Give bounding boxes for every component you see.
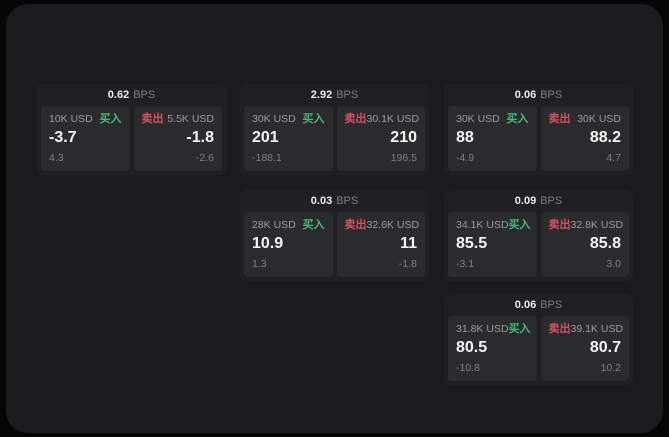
buy-panel[interactable]: 28K USD 买入 10.9 1.3 xyxy=(244,212,333,277)
card-header: 2.92 BPS xyxy=(240,84,429,106)
buy-amount: 30K USD xyxy=(252,113,296,125)
sell-price: -1.8 xyxy=(186,129,214,146)
buy-panel[interactable]: 34.1K USD 买入 85.5 -3.1 xyxy=(448,212,537,277)
card-header: 0.09 BPS xyxy=(444,190,633,212)
buy-side-label: 买入 xyxy=(302,113,325,125)
sell-sub-value: -1.8 xyxy=(398,258,417,270)
buy-side-label: 买入 xyxy=(506,113,529,125)
bps-value: 0.09 xyxy=(514,195,537,207)
buy-price: 80.5 xyxy=(456,339,488,356)
quote-card-6: 0.06 BPS 31.8K USD 买入 80.5 -10.8 卖出 39.1… xyxy=(444,294,633,385)
buy-sub-value: 1.3 xyxy=(252,258,267,270)
buy-price: 85.5 xyxy=(456,235,488,252)
sell-side-label: 卖出 xyxy=(344,113,367,125)
sell-panel[interactable]: 卖出 5.5K USD -1.8 -2.6 xyxy=(133,106,222,171)
sell-price: 88.2 xyxy=(589,129,621,146)
sell-amount: 30.1K USD xyxy=(366,113,420,125)
buy-side-label: 买入 xyxy=(302,219,325,231)
sell-price: 210 xyxy=(390,129,417,146)
buy-panel[interactable]: 31.8K USD 买入 80.5 -10.8 xyxy=(448,316,537,381)
quote-card-1: 0.62 BPS 10K USD 买入 -3.7 4.3 卖出 5.5K USD… xyxy=(37,84,226,175)
quote-card-4: 0.03 BPS 28K USD 买入 10.9 1.3 卖出 32.6K US… xyxy=(240,190,429,281)
sell-sub-value: 4.7 xyxy=(606,152,621,164)
quote-card-2: 2.92 BPS 30K USD 买入 201 -188.1 卖出 30.1K … xyxy=(240,84,429,175)
sell-side-label: 卖出 xyxy=(141,113,164,125)
sell-side-label: 卖出 xyxy=(548,219,571,231)
buy-price: -3.7 xyxy=(49,129,77,146)
sell-amount: 5.5K USD xyxy=(167,113,214,125)
bps-unit-label: BPS xyxy=(540,89,563,101)
buy-panel[interactable]: 10K USD 买入 -3.7 4.3 xyxy=(41,106,130,171)
quote-panels: 28K USD 买入 10.9 1.3 卖出 32.6K USD 11 -1.8 xyxy=(240,212,429,281)
sell-price: 80.7 xyxy=(589,339,621,356)
bps-unit-label: BPS xyxy=(540,299,563,311)
buy-price: 10.9 xyxy=(252,235,284,252)
sell-side-label: 卖出 xyxy=(548,323,571,335)
buy-sub-value: -188.1 xyxy=(252,152,282,164)
buy-price: 201 xyxy=(252,129,279,146)
card-header: 0.03 BPS xyxy=(240,190,429,212)
sell-side-label: 卖出 xyxy=(344,219,367,231)
sell-panel[interactable]: 卖出 30.1K USD 210 196.5 xyxy=(336,106,425,171)
buy-side-label: 买入 xyxy=(508,219,531,231)
quote-card-5: 0.09 BPS 34.1K USD 买入 85.5 -3.1 卖出 32.8K… xyxy=(444,190,633,281)
bps-unit-label: BPS xyxy=(336,195,359,207)
sell-sub-value: 196.5 xyxy=(390,152,417,164)
quote-panels: 31.8K USD 买入 80.5 -10.8 卖出 39.1K USD 80.… xyxy=(444,316,633,385)
buy-amount: 10K USD xyxy=(49,113,93,125)
sell-sub-value: 3.0 xyxy=(606,258,621,270)
buy-amount: 30K USD xyxy=(456,113,500,125)
buy-side-label: 买入 xyxy=(508,323,531,335)
bps-unit-label: BPS xyxy=(336,89,359,101)
card-header: 0.06 BPS xyxy=(444,84,633,106)
sell-panel[interactable]: 卖出 30K USD 88.2 4.7 xyxy=(540,106,629,171)
buy-sub-value: -3.1 xyxy=(456,258,475,270)
sell-amount: 30K USD xyxy=(577,113,621,125)
sell-sub-value: 10.2 xyxy=(600,362,621,374)
sell-amount: 39.1K USD xyxy=(570,323,624,335)
buy-panel[interactable]: 30K USD 买入 88 -4.9 xyxy=(448,106,537,171)
buy-amount: 34.1K USD xyxy=(456,219,509,231)
sell-price: 85.8 xyxy=(589,235,621,252)
sell-sub-value: -2.6 xyxy=(195,152,214,164)
buy-amount: 31.8K USD xyxy=(456,323,509,335)
sell-panel[interactable]: 卖出 32.8K USD 85.8 3.0 xyxy=(540,212,629,277)
bps-value: 0.03 xyxy=(310,195,333,207)
quote-card-3: 0.06 BPS 30K USD 买入 88 -4.9 卖出 30K USD 8… xyxy=(444,84,633,175)
buy-sub-value: -4.9 xyxy=(456,152,475,164)
buy-side-label: 买入 xyxy=(99,113,122,125)
card-header: 0.62 BPS xyxy=(37,84,226,106)
sell-panel[interactable]: 卖出 39.1K USD 80.7 10.2 xyxy=(540,316,629,381)
sell-side-label: 卖出 xyxy=(548,113,571,125)
bps-value: 0.06 xyxy=(514,89,537,101)
bps-value: 0.62 xyxy=(107,89,130,101)
buy-sub-value: -10.8 xyxy=(456,362,480,374)
app-background-panel: 0.62 BPS 10K USD 买入 -3.7 4.3 卖出 5.5K USD… xyxy=(6,4,663,433)
sell-amount: 32.6K USD xyxy=(366,219,420,231)
quote-panels: 34.1K USD 买入 85.5 -3.1 卖出 32.8K USD 85.8… xyxy=(444,212,633,281)
bps-value: 2.92 xyxy=(310,89,333,101)
sell-amount: 32.8K USD xyxy=(570,219,624,231)
quote-panels: 10K USD 买入 -3.7 4.3 卖出 5.5K USD -1.8 -2.… xyxy=(37,106,226,175)
sell-price: 11 xyxy=(400,235,417,252)
bps-value: 0.06 xyxy=(514,299,537,311)
buy-panel[interactable]: 30K USD 买入 201 -188.1 xyxy=(244,106,333,171)
bps-unit-label: BPS xyxy=(133,89,156,101)
buy-price: 88 xyxy=(456,129,474,146)
bps-unit-label: BPS xyxy=(540,195,563,207)
quote-panels: 30K USD 买入 88 -4.9 卖出 30K USD 88.2 4.7 xyxy=(444,106,633,175)
buy-sub-value: 4.3 xyxy=(49,152,64,164)
sell-panel[interactable]: 卖出 32.6K USD 11 -1.8 xyxy=(336,212,425,277)
card-header: 0.06 BPS xyxy=(444,294,633,316)
buy-amount: 28K USD xyxy=(252,219,296,231)
quote-panels: 30K USD 买入 201 -188.1 卖出 30.1K USD 210 1… xyxy=(240,106,429,175)
